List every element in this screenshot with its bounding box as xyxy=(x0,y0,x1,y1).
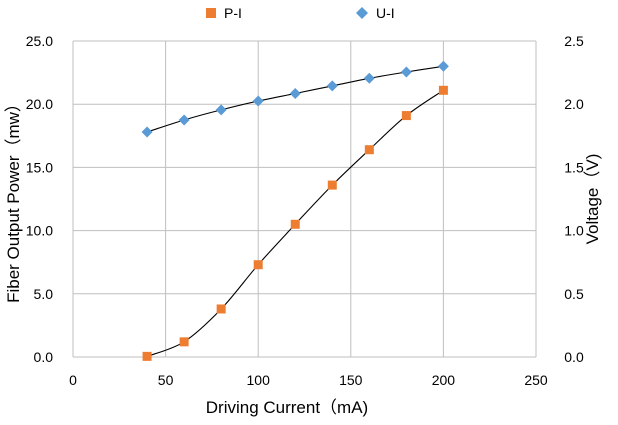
y-right-tick-label: 0.0 xyxy=(564,349,584,365)
pi-point xyxy=(401,111,411,121)
legend: P-I U-I xyxy=(206,5,395,21)
y-left-tick-label: 20.0 xyxy=(26,96,53,112)
y-left-tick-label: 15.0 xyxy=(26,159,53,175)
tick-labels: 0 50 100 150 200 250 0.0 5.0 10.0 15.0 20.0 25.0 0.0… xyxy=(26,33,584,388)
pi-point xyxy=(290,219,300,229)
y-left-axis-title: Fiber Output Power（mw） xyxy=(4,95,23,303)
y-right-tick-label: 2.5 xyxy=(564,33,584,49)
pi-point xyxy=(364,145,374,155)
x-tick-label: 100 xyxy=(247,372,271,388)
y-left-tick-label: 5.0 xyxy=(34,286,54,302)
legend-ui-label: U-I xyxy=(376,5,395,21)
y-left-tick-label: 10.0 xyxy=(26,223,53,239)
y-right-tick-label: 0.5 xyxy=(564,286,584,302)
gridlines xyxy=(72,40,537,358)
pi-point xyxy=(179,337,189,347)
y-right-tick-label: 1.5 xyxy=(564,159,584,175)
ui-point xyxy=(289,87,301,99)
x-tick-label: 250 xyxy=(524,372,548,388)
ui-point xyxy=(252,95,264,107)
pi-point xyxy=(142,351,152,361)
trend-lines xyxy=(146,65,444,357)
pi-point xyxy=(216,304,226,314)
pi-point xyxy=(327,180,337,190)
ui-point xyxy=(215,104,227,116)
y-right-axis-title: Voltage（V) xyxy=(583,154,602,245)
legend-pi-label: P-I xyxy=(224,5,242,21)
x-tick-label: 200 xyxy=(432,372,456,388)
ui-point xyxy=(437,60,449,72)
legend-pi-marker xyxy=(206,8,216,18)
y-left-tick-label: 0.0 xyxy=(34,349,54,365)
y-right-tick-label: 1.0 xyxy=(564,223,584,239)
y-left-tick-label: 25.0 xyxy=(26,33,53,49)
x-tick-label: 150 xyxy=(339,372,363,388)
y-right-tick-label: 2.0 xyxy=(564,96,584,112)
x-axis-title: Driving Current（mA) xyxy=(206,398,368,417)
ui-point xyxy=(178,114,190,126)
legend-ui-marker xyxy=(356,7,368,19)
x-tick-label: 50 xyxy=(158,372,174,388)
ui-point xyxy=(400,66,412,78)
pi-point xyxy=(438,85,448,95)
pi-point xyxy=(253,260,263,270)
x-tick-label: 0 xyxy=(69,372,77,388)
ui-point xyxy=(326,80,338,92)
ui-point xyxy=(363,72,375,84)
ui-point xyxy=(141,126,153,138)
data-markers xyxy=(141,60,449,361)
